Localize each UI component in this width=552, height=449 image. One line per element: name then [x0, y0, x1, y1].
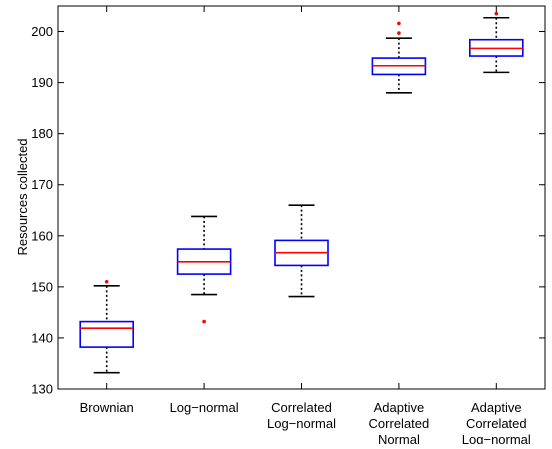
x-tick-label: Brownian — [80, 400, 134, 415]
y-tick-label: 150 — [31, 279, 53, 294]
y-tick-label: 190 — [31, 75, 53, 90]
outlier-point — [202, 319, 206, 324]
x-tick-label: Normal — [378, 432, 420, 444]
y-tick-label: 180 — [31, 126, 53, 141]
x-tick-label: Log−normal — [267, 416, 336, 431]
x-tick-label: Log−normal — [170, 400, 239, 415]
x-tick-label: Log−normal — [462, 432, 531, 444]
x-tick-label: Adaptive — [374, 400, 425, 415]
y-tick-label: 170 — [31, 177, 53, 192]
x-tick-label: Correlated — [369, 416, 430, 431]
outlier-point — [397, 31, 401, 35]
plot-area-frame — [57, 5, 546, 390]
y-axis-label: Resources collected — [15, 138, 30, 255]
x-tick-label: Correlated — [271, 400, 332, 415]
y-tick-label: 130 — [31, 382, 53, 397]
outlier-point — [104, 279, 109, 284]
y-tick-label: 140 — [31, 330, 53, 345]
y-tick-label: 200 — [31, 24, 53, 39]
chart-marks: 130 140 150 160 170 180 190 200 Brownian Log−norm… — [31, 6, 545, 447]
outlier-point — [494, 11, 499, 16]
box-iqr — [79, 320, 134, 348]
x-tick-label: Adaptive — [471, 400, 522, 415]
y-tick-label: 160 — [31, 228, 53, 243]
x-tick-label: Correlated — [466, 416, 527, 431]
outlier-point — [397, 21, 401, 26]
